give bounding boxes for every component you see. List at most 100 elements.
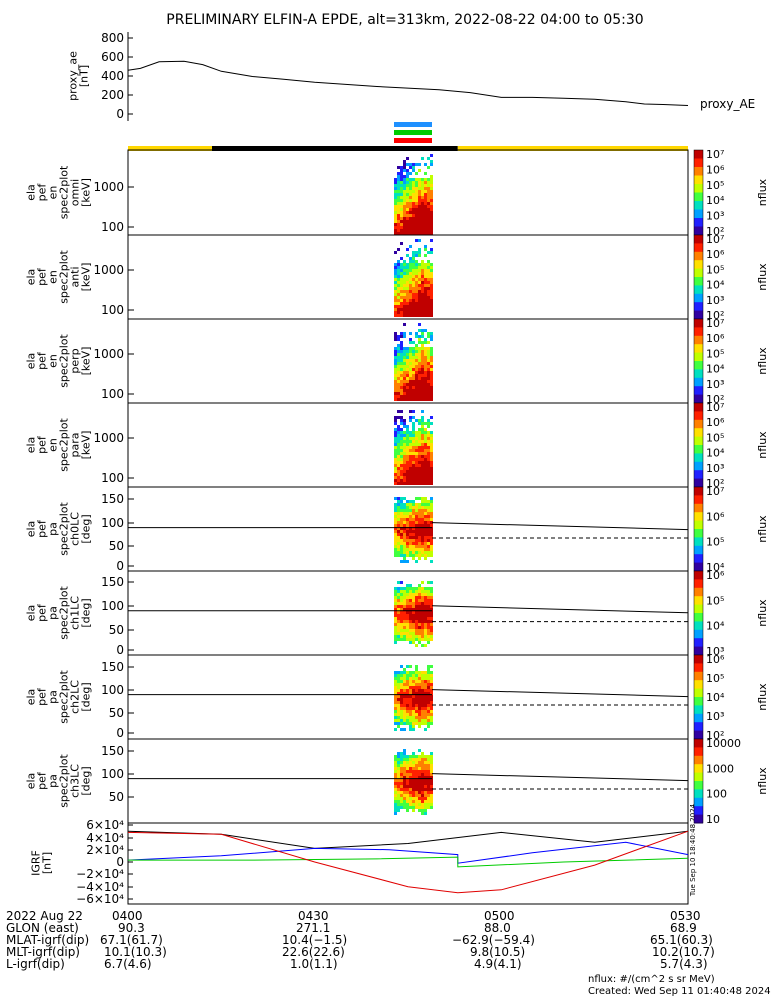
pa_ch3-ylabel-line-3: spec2plot bbox=[58, 754, 71, 808]
spectrogram-pixel bbox=[403, 470, 406, 473]
spectrogram-pixel bbox=[424, 368, 427, 371]
spectrogram-pixel bbox=[403, 689, 406, 692]
spectrogram-pixel bbox=[421, 788, 424, 791]
spectrogram-pixel bbox=[424, 223, 427, 226]
spectrogram-pixel bbox=[400, 539, 403, 542]
spectrogram-pixel bbox=[406, 617, 409, 620]
spectrogram-pixel bbox=[430, 788, 433, 791]
spectrogram-pixel bbox=[412, 232, 415, 235]
spectrogram-pixel bbox=[400, 722, 403, 725]
footer-label-date: 2022 Aug 22 bbox=[6, 909, 83, 923]
spectrogram-pixel bbox=[421, 764, 424, 767]
spectrogram-pixel bbox=[424, 205, 427, 208]
spectrogram-pixel bbox=[397, 275, 400, 278]
spectrogram-pixel bbox=[418, 452, 421, 455]
spectrogram-pixel bbox=[403, 536, 406, 539]
spectrogram-pixel bbox=[394, 332, 397, 335]
spectrogram-pixel bbox=[427, 290, 430, 293]
spectrogram-pixel bbox=[421, 605, 424, 608]
spectrogram-pixel bbox=[430, 776, 433, 779]
spectrogram-pixel bbox=[415, 617, 418, 620]
spectrogram-pixel bbox=[418, 497, 421, 500]
spectrogram-pixel bbox=[424, 785, 427, 788]
spectrogram-pixel bbox=[427, 284, 430, 287]
spectrogram-pixel bbox=[394, 716, 397, 719]
spectrogram-pixel bbox=[424, 347, 427, 350]
spectrogram-pixel bbox=[421, 758, 424, 761]
spectrogram-pixel bbox=[403, 788, 406, 791]
spectrogram-pixel bbox=[406, 181, 409, 184]
spectrogram-pixel bbox=[430, 263, 433, 266]
spectrogram-pixel bbox=[427, 302, 430, 305]
spectrogram-pixel bbox=[430, 524, 433, 527]
spectrogram-pixel bbox=[430, 434, 433, 437]
spectrogram-pixel bbox=[430, 500, 433, 503]
spectrogram-pixel bbox=[427, 593, 430, 596]
spectrogram-pixel bbox=[427, 527, 430, 530]
spectrogram-pixel bbox=[430, 512, 433, 515]
spectrogram-pixel bbox=[424, 398, 427, 401]
spectrogram-pixel bbox=[394, 302, 397, 305]
spectrogram-pixel bbox=[409, 707, 412, 710]
spectrogram-pixel bbox=[427, 353, 430, 356]
spectrogram-pixel bbox=[412, 800, 415, 803]
spectrogram-pixel bbox=[412, 166, 415, 169]
spectrogram-pixel bbox=[400, 446, 403, 449]
spectrogram-pixel bbox=[421, 446, 424, 449]
spectrogram-pixel bbox=[412, 524, 415, 527]
spectrogram-pixel bbox=[397, 431, 400, 434]
spectrogram-pixel bbox=[394, 190, 397, 193]
spectrogram-pixel bbox=[406, 305, 409, 308]
spectrogram-pixel bbox=[397, 290, 400, 293]
spectrogram-pixel bbox=[421, 184, 424, 187]
colorbar-swatch bbox=[694, 260, 703, 270]
spectrogram-pixel bbox=[400, 166, 403, 169]
spectrogram-pixel bbox=[409, 452, 412, 455]
spectrogram-pixel bbox=[397, 767, 400, 770]
spectrogram-pixel bbox=[394, 199, 397, 202]
spectrogram-pixel bbox=[421, 638, 424, 641]
spectrogram-pixel bbox=[406, 175, 409, 178]
spectrogram-pixel bbox=[397, 383, 400, 386]
spectrogram-pixel bbox=[424, 593, 427, 596]
spectrogram-pixel bbox=[421, 596, 424, 599]
spectrogram-pixel bbox=[412, 272, 415, 275]
spectrogram-pixel bbox=[406, 800, 409, 803]
spectrogram-pixel bbox=[406, 311, 409, 314]
spectrogram-pixel bbox=[421, 232, 424, 235]
spectrogram-pixel bbox=[415, 515, 418, 518]
spectrogram-pixel bbox=[427, 181, 430, 184]
spectrogram-pixel bbox=[409, 257, 412, 260]
spectrogram-pixel bbox=[424, 629, 427, 632]
spectrogram-pixel bbox=[400, 190, 403, 193]
spectrogram-pixel bbox=[400, 665, 403, 668]
spectrogram-pixel bbox=[427, 383, 430, 386]
spectrogram-pixel bbox=[403, 377, 406, 380]
spectrogram-pixel bbox=[418, 722, 421, 725]
spectrogram-pixel bbox=[412, 359, 415, 362]
spectrogram-pixel bbox=[418, 764, 421, 767]
spectrogram-pixel bbox=[406, 443, 409, 446]
spectrogram-pixel bbox=[400, 611, 403, 614]
spectrogram-pixel bbox=[394, 452, 397, 455]
igrf-line-red bbox=[127, 830, 689, 894]
spectrogram-pixel bbox=[427, 596, 430, 599]
spectrogram-pixel bbox=[424, 287, 427, 290]
spectrogram-pixel bbox=[394, 428, 397, 431]
spectrogram-pixel bbox=[409, 614, 412, 617]
spectrogram-pixel bbox=[412, 350, 415, 353]
spectrogram-pixel bbox=[403, 455, 406, 458]
spectrogram-pixel bbox=[430, 269, 433, 272]
spectrogram-pixel bbox=[409, 719, 412, 722]
colorbar-swatch bbox=[694, 789, 703, 799]
spectrogram-pixel bbox=[424, 428, 427, 431]
spectrogram-pixel bbox=[400, 512, 403, 515]
created-timestamp: Created: Wed Sep 11 01:40:48 2024 bbox=[588, 986, 771, 997]
spectrogram-pixel bbox=[427, 668, 430, 671]
colorbar-label: nflux bbox=[756, 515, 769, 543]
spectrogram-pixel bbox=[421, 178, 424, 181]
spectrogram-pixel bbox=[394, 764, 397, 767]
spectrogram-pixel bbox=[406, 226, 409, 229]
spectrogram-pixel bbox=[400, 797, 403, 800]
spectrogram-pixel bbox=[403, 263, 406, 266]
